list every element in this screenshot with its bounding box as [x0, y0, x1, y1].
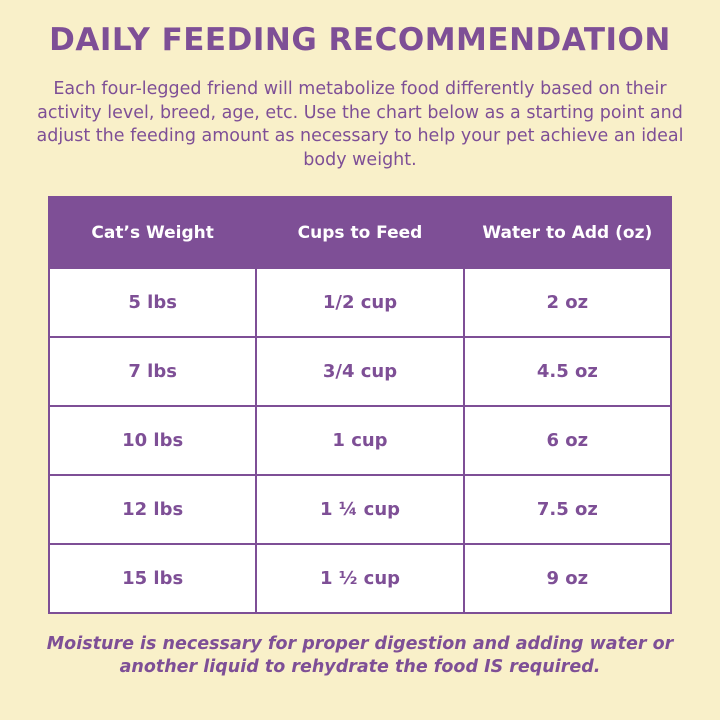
cell-water: 7.5 oz [462, 474, 673, 545]
cell-water: 9 oz [462, 543, 673, 614]
table-row: 5 lbs 1/2 cup 2 oz [47, 267, 673, 338]
page-title: DAILY FEEDING RECOMMENDATION [49, 22, 671, 58]
cell-cups: 1/2 cup [255, 267, 465, 338]
cell-weight: 10 lbs [47, 405, 258, 476]
header-cups-to-feed: Cups to Feed [255, 196, 465, 269]
cell-weight: 12 lbs [47, 474, 258, 545]
header-cats-weight: Cat’s Weight [47, 196, 258, 269]
feeding-table: Cat’s Weight Cups to Feed Water to Add (… [47, 196, 673, 614]
table-row: 12 lbs 1 ¼ cup 7.5 oz [47, 474, 673, 545]
cell-water: 4.5 oz [462, 336, 673, 407]
cell-cups: 1 ¼ cup [255, 474, 465, 545]
cell-water: 2 oz [462, 267, 673, 338]
table-row: 7 lbs 3/4 cup 4.5 oz [47, 336, 673, 407]
table-row: 15 lbs 1 ½ cup 9 oz [47, 543, 673, 614]
cell-cups: 3/4 cup [255, 336, 465, 407]
moisture-note: Moisture is necessary for proper digesti… [46, 634, 674, 677]
cell-water: 6 oz [462, 405, 673, 476]
cell-cups: 1 ½ cup [255, 543, 465, 614]
cell-weight: 7 lbs [47, 336, 258, 407]
table-row: 10 lbs 1 cup 6 oz [47, 405, 673, 476]
cell-weight: 15 lbs [47, 543, 258, 614]
header-water-to-add: Water to Add (oz) [462, 196, 673, 269]
cell-weight: 5 lbs [47, 267, 258, 338]
table-header-row: Cat’s Weight Cups to Feed Water to Add (… [47, 196, 673, 269]
intro-paragraph: Each four-legged friend will metabolize … [36, 79, 684, 170]
cell-cups: 1 cup [255, 405, 465, 476]
